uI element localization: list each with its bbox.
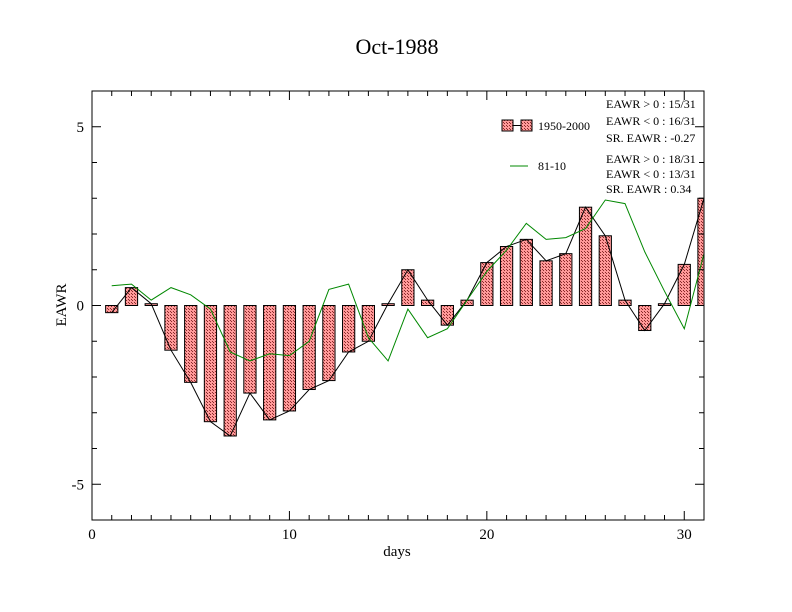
- bar-day-5: [184, 305, 198, 383]
- stat-81-10-sr: SR. EAWR : 0.34: [606, 182, 691, 196]
- x-tick-label-0: 0: [88, 527, 96, 543]
- bar-day-12: [322, 305, 336, 382]
- stat-81-10-pos: EAWR > 0 : 18/31: [606, 152, 696, 166]
- x-tick-label-10: 10: [282, 527, 297, 543]
- bar-group: [105, 197, 704, 437]
- stat-81-10-neg: EAWR < 0 : 13/31: [606, 167, 696, 181]
- y-tick-label-0: 0: [77, 299, 85, 315]
- y-tick-label-5: 5: [77, 120, 85, 136]
- bar-day-14: [361, 305, 376, 342]
- bar-day-26: [598, 235, 612, 307]
- stat-1950-2000-pos: EAWR > 0 : 15/31: [606, 97, 696, 111]
- bar-day-22: [519, 238, 533, 306]
- bar-day-6: [203, 305, 218, 423]
- bar-day-28: [638, 305, 652, 332]
- bar-day-17: [420, 299, 435, 307]
- y-tick-label--5: -5: [72, 477, 85, 493]
- x-tick-label-20: 20: [479, 527, 494, 543]
- bar-day-20: [480, 262, 494, 307]
- bar-day-8: [243, 305, 257, 394]
- bar-day-1: [105, 305, 119, 314]
- bar-day-7: [223, 305, 237, 437]
- stat-1950-2000-neg: EAWR < 0 : 16/31: [606, 114, 696, 128]
- bar-day-16: [401, 269, 415, 306]
- legend-label-1950-2000: 1950-2000: [538, 119, 590, 133]
- bar-day-13: [342, 305, 356, 353]
- legend-label-81-10: 81-10: [538, 159, 566, 173]
- series-line-1950-2000: [111, 198, 704, 437]
- axis-ticks: 0 10 20 30 -5 0 5: [72, 91, 705, 543]
- line-group: [111, 198, 704, 437]
- bar-day-10: [282, 305, 297, 412]
- bar-day-11: [302, 305, 316, 391]
- x-axis-label: days: [383, 544, 411, 560]
- legend: 1950-2000 81-10 EAWR > 0 : 15/31 EAWR < …: [501, 97, 696, 196]
- legend-swatch-1950-2000: [501, 119, 514, 132]
- legend-swatch-1950-2000-right: [520, 119, 533, 132]
- bar-day-23: [539, 260, 553, 306]
- bar-day-31: [697, 197, 704, 306]
- stat-1950-2000-sr: SR. EAWR : -0.27: [606, 131, 695, 145]
- chart-title: Oct-1988: [355, 34, 438, 59]
- bar-day-30: [677, 263, 691, 307]
- y-axis-label: EAWR: [54, 284, 70, 327]
- bar-day-24: [559, 253, 573, 307]
- bar-day-9: [263, 305, 277, 421]
- series-line-81-10: [111, 199, 704, 362]
- bar-day-2: [124, 287, 139, 306]
- bar-day-4: [164, 305, 178, 351]
- x-tick-label-30: 30: [677, 527, 692, 543]
